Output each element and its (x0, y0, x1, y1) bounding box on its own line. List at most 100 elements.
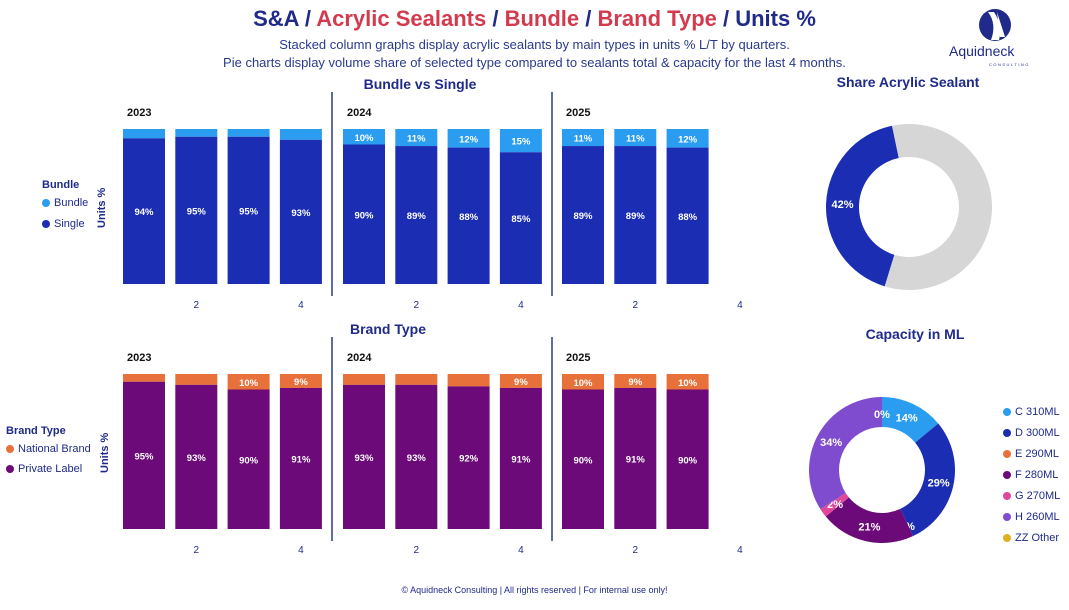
bar-segment-private-label (227, 374, 270, 390)
bar-segment-private-label (562, 374, 604, 390)
legend-label: F 280ML (1015, 468, 1059, 481)
capacity-legend-item: H 260ML (1003, 506, 1060, 527)
bar-segment-bundle (562, 129, 604, 147)
data-label: 93% (354, 453, 374, 464)
data-label: 95% (134, 451, 154, 462)
x-tick-label: 4 (737, 545, 743, 556)
x-tick-label: 4 (298, 300, 304, 311)
donut-label: 0% (874, 409, 890, 421)
legend-item-national-brand: National Brand (6, 443, 91, 455)
bar-segment-bundle (499, 129, 542, 153)
year-label: 2025 (566, 352, 590, 364)
bar-segment-bundle (447, 129, 490, 148)
brand-legend-title: Brand Type (6, 425, 66, 437)
bar-segment-single (562, 146, 604, 284)
legend-item-bundle: Bundle (42, 197, 88, 209)
legend-item-single: Single (42, 218, 85, 230)
bundle-chart-title: Bundle vs Single (363, 76, 477, 92)
x-tick-label: 2 (194, 545, 200, 556)
bar-segment-national-brand (227, 389, 270, 529)
legend-label: C 310ML (1015, 405, 1060, 418)
page-subtitle-2: Pie charts display volume share of selec… (223, 55, 846, 70)
bar-segment-bundle (175, 129, 218, 137)
bar-segment-single (175, 136, 218, 284)
legend-label: G 270ML (1015, 489, 1061, 502)
bar-segment-single (123, 138, 165, 284)
donut-label: 21% (858, 522, 880, 534)
bar-segment-private-label (666, 374, 709, 390)
legend-national-label: National Brand (18, 443, 91, 455)
legend-private-swatch (6, 465, 14, 473)
capacity-legend-item: G 270ML (1003, 485, 1060, 506)
legend-swatch (1003, 533, 1011, 542)
bar-segment-national-brand (123, 381, 165, 529)
donut-label: 34% (820, 437, 842, 449)
capacity-legend-item: C 310ML (1003, 401, 1060, 422)
bar-segment-bundle (614, 129, 657, 147)
data-label: 9% (514, 377, 528, 388)
donut-slice (820, 493, 849, 517)
legend-bundle-label: Bundle (54, 197, 89, 209)
year-label: 2024 (347, 107, 372, 119)
legend-label: H 260ML (1015, 510, 1060, 523)
bar-segment-bundle (279, 129, 322, 140)
data-label: 90% (573, 455, 593, 466)
bar-segment-national-brand (447, 386, 490, 529)
title-part: S&A (253, 6, 299, 31)
data-label: 89% (573, 211, 593, 222)
legend-swatch (1003, 407, 1011, 416)
x-tick-label: 4 (518, 300, 524, 311)
page-title: S&A / Acrylic Sealants / Bundle / Brand … (0, 6, 1069, 32)
donut-slice (882, 397, 939, 443)
bar-segment-private-label (279, 374, 322, 388)
data-label: 89% (626, 211, 646, 222)
bar-segment-single (279, 139, 322, 284)
bar-segment-private-label (614, 374, 657, 388)
bar-segment-private-label (343, 374, 385, 385)
legend-label: D 300ML (1015, 426, 1060, 439)
year-label: 2023 (127, 107, 151, 119)
donut-slice (825, 497, 914, 543)
data-label: 10% (573, 378, 593, 389)
capacity-legend: C 310ML D 300ML E 290ML F 280ML G 270ML H 260… (1003, 401, 1060, 548)
logo-subtext: CONSULTING (989, 62, 1030, 67)
bar-segment-single (343, 144, 385, 284)
logo-text: Aquidneck (949, 43, 1015, 59)
x-tick-label: 4 (737, 300, 743, 311)
x-tick-label: 4 (298, 545, 304, 556)
data-label: 11% (574, 134, 593, 145)
bar-segment-single (447, 147, 490, 284)
footer-copyright: © Aquidneck Consulting | All rights rese… (401, 585, 668, 595)
bar-segment-bundle (666, 129, 709, 148)
bar-segment-single (499, 152, 542, 284)
data-label: 93% (291, 208, 311, 219)
bundle-legend-title: Bundle (42, 179, 80, 191)
x-tick-label: 4 (518, 545, 524, 556)
title-part: / (579, 6, 598, 31)
donut-slice (900, 423, 955, 537)
legend-label: ZZ Other (1015, 531, 1060, 544)
data-label: 10% (678, 378, 698, 389)
bar-segment-single (227, 136, 270, 284)
donut-slice (884, 123, 992, 290)
data-label: 88% (678, 212, 698, 223)
data-label: 90% (239, 455, 259, 466)
bar-segment-bundle (343, 129, 385, 145)
legend-swatch (1003, 512, 1011, 521)
legend-swatch (1003, 449, 1011, 458)
bar-segment-national-brand (562, 389, 604, 529)
data-label: 11% (407, 134, 426, 145)
company-logo: Aquidneck CONSULTING (947, 4, 1057, 68)
brand-type-chart: 2023 2024 2025 95% 93% 10% 90% 9% 91% 93% 93% 92% 9%… (123, 337, 743, 556)
bar-segment-private-label (499, 374, 542, 388)
year-label: 2025 (566, 107, 590, 119)
share-chart-title: Share Acrylic Sealant (836, 74, 980, 90)
bar-segment-national-brand (175, 384, 218, 529)
title-part: / (298, 6, 317, 31)
data-label: 92% (459, 454, 479, 465)
title-part: / (716, 6, 736, 31)
data-label: 9% (294, 377, 308, 388)
donut-label: 42% (832, 199, 854, 211)
data-label: 85% (511, 214, 531, 225)
legend-item-private-label: Private Label (6, 463, 82, 475)
